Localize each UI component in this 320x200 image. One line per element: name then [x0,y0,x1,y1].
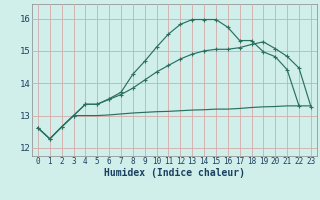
X-axis label: Humidex (Indice chaleur): Humidex (Indice chaleur) [104,168,245,178]
